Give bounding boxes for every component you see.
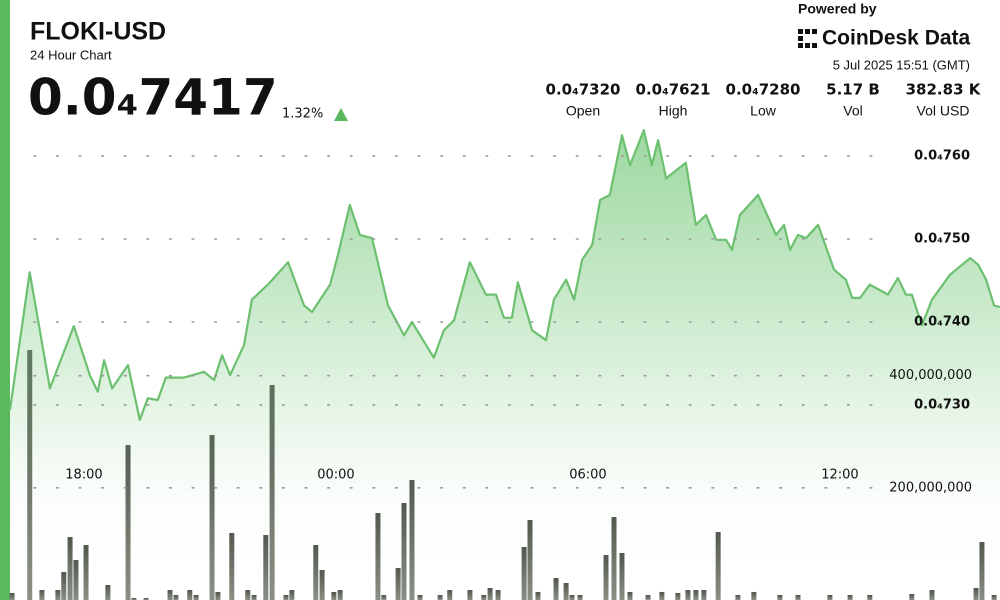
price-area <box>10 130 1000 600</box>
price-line <box>8 129 1000 421</box>
powered-by: Powered by <box>798 1 877 17</box>
price: 0.0₄7417 <box>28 69 278 127</box>
y-tick-label: 0.0₄730 <box>914 397 970 412</box>
stat-label: High <box>659 103 688 119</box>
stat-value: 0.0₄7621 <box>636 81 711 99</box>
y-tick-label: 0.0₄750 <box>914 232 970 247</box>
change: 1.32% <box>282 107 323 122</box>
y2-tick-label: 400,000,000 <box>889 368 972 383</box>
brand-logo <box>798 29 817 48</box>
up-arrow <box>334 108 348 121</box>
stat-value: 0.0₄7280 <box>726 81 801 99</box>
x-tick-label: 00:00 <box>317 468 354 483</box>
stat-value: 382.83 K <box>906 81 982 99</box>
brand: CoinDesk Data <box>822 27 971 50</box>
timestamp: 5 Jul 2025 15:51 (GMT) <box>833 57 970 72</box>
x-tick-label: 18:00 <box>65 468 102 483</box>
subtitle: 24 Hour Chart <box>30 47 112 62</box>
x-tick-label: 06:00 <box>569 468 606 483</box>
title: FLOKI-USD <box>30 18 166 46</box>
stat-label: Low <box>750 103 777 119</box>
stat-label: Open <box>566 103 600 119</box>
stat-value: 5.17 B <box>826 81 880 99</box>
x-tick-label: 12:00 <box>821 468 858 483</box>
stat-label: Vol <box>843 103 862 119</box>
y-tick-label: 0.0₄740 <box>914 314 970 329</box>
stat-value: 0.0₄7320 <box>546 81 621 99</box>
y2-tick-label: 200,000,000 <box>889 480 972 495</box>
y-tick-label: 0.0₄760 <box>914 149 970 164</box>
accent-bar <box>0 0 10 600</box>
stat-label: Vol USD <box>917 103 970 119</box>
